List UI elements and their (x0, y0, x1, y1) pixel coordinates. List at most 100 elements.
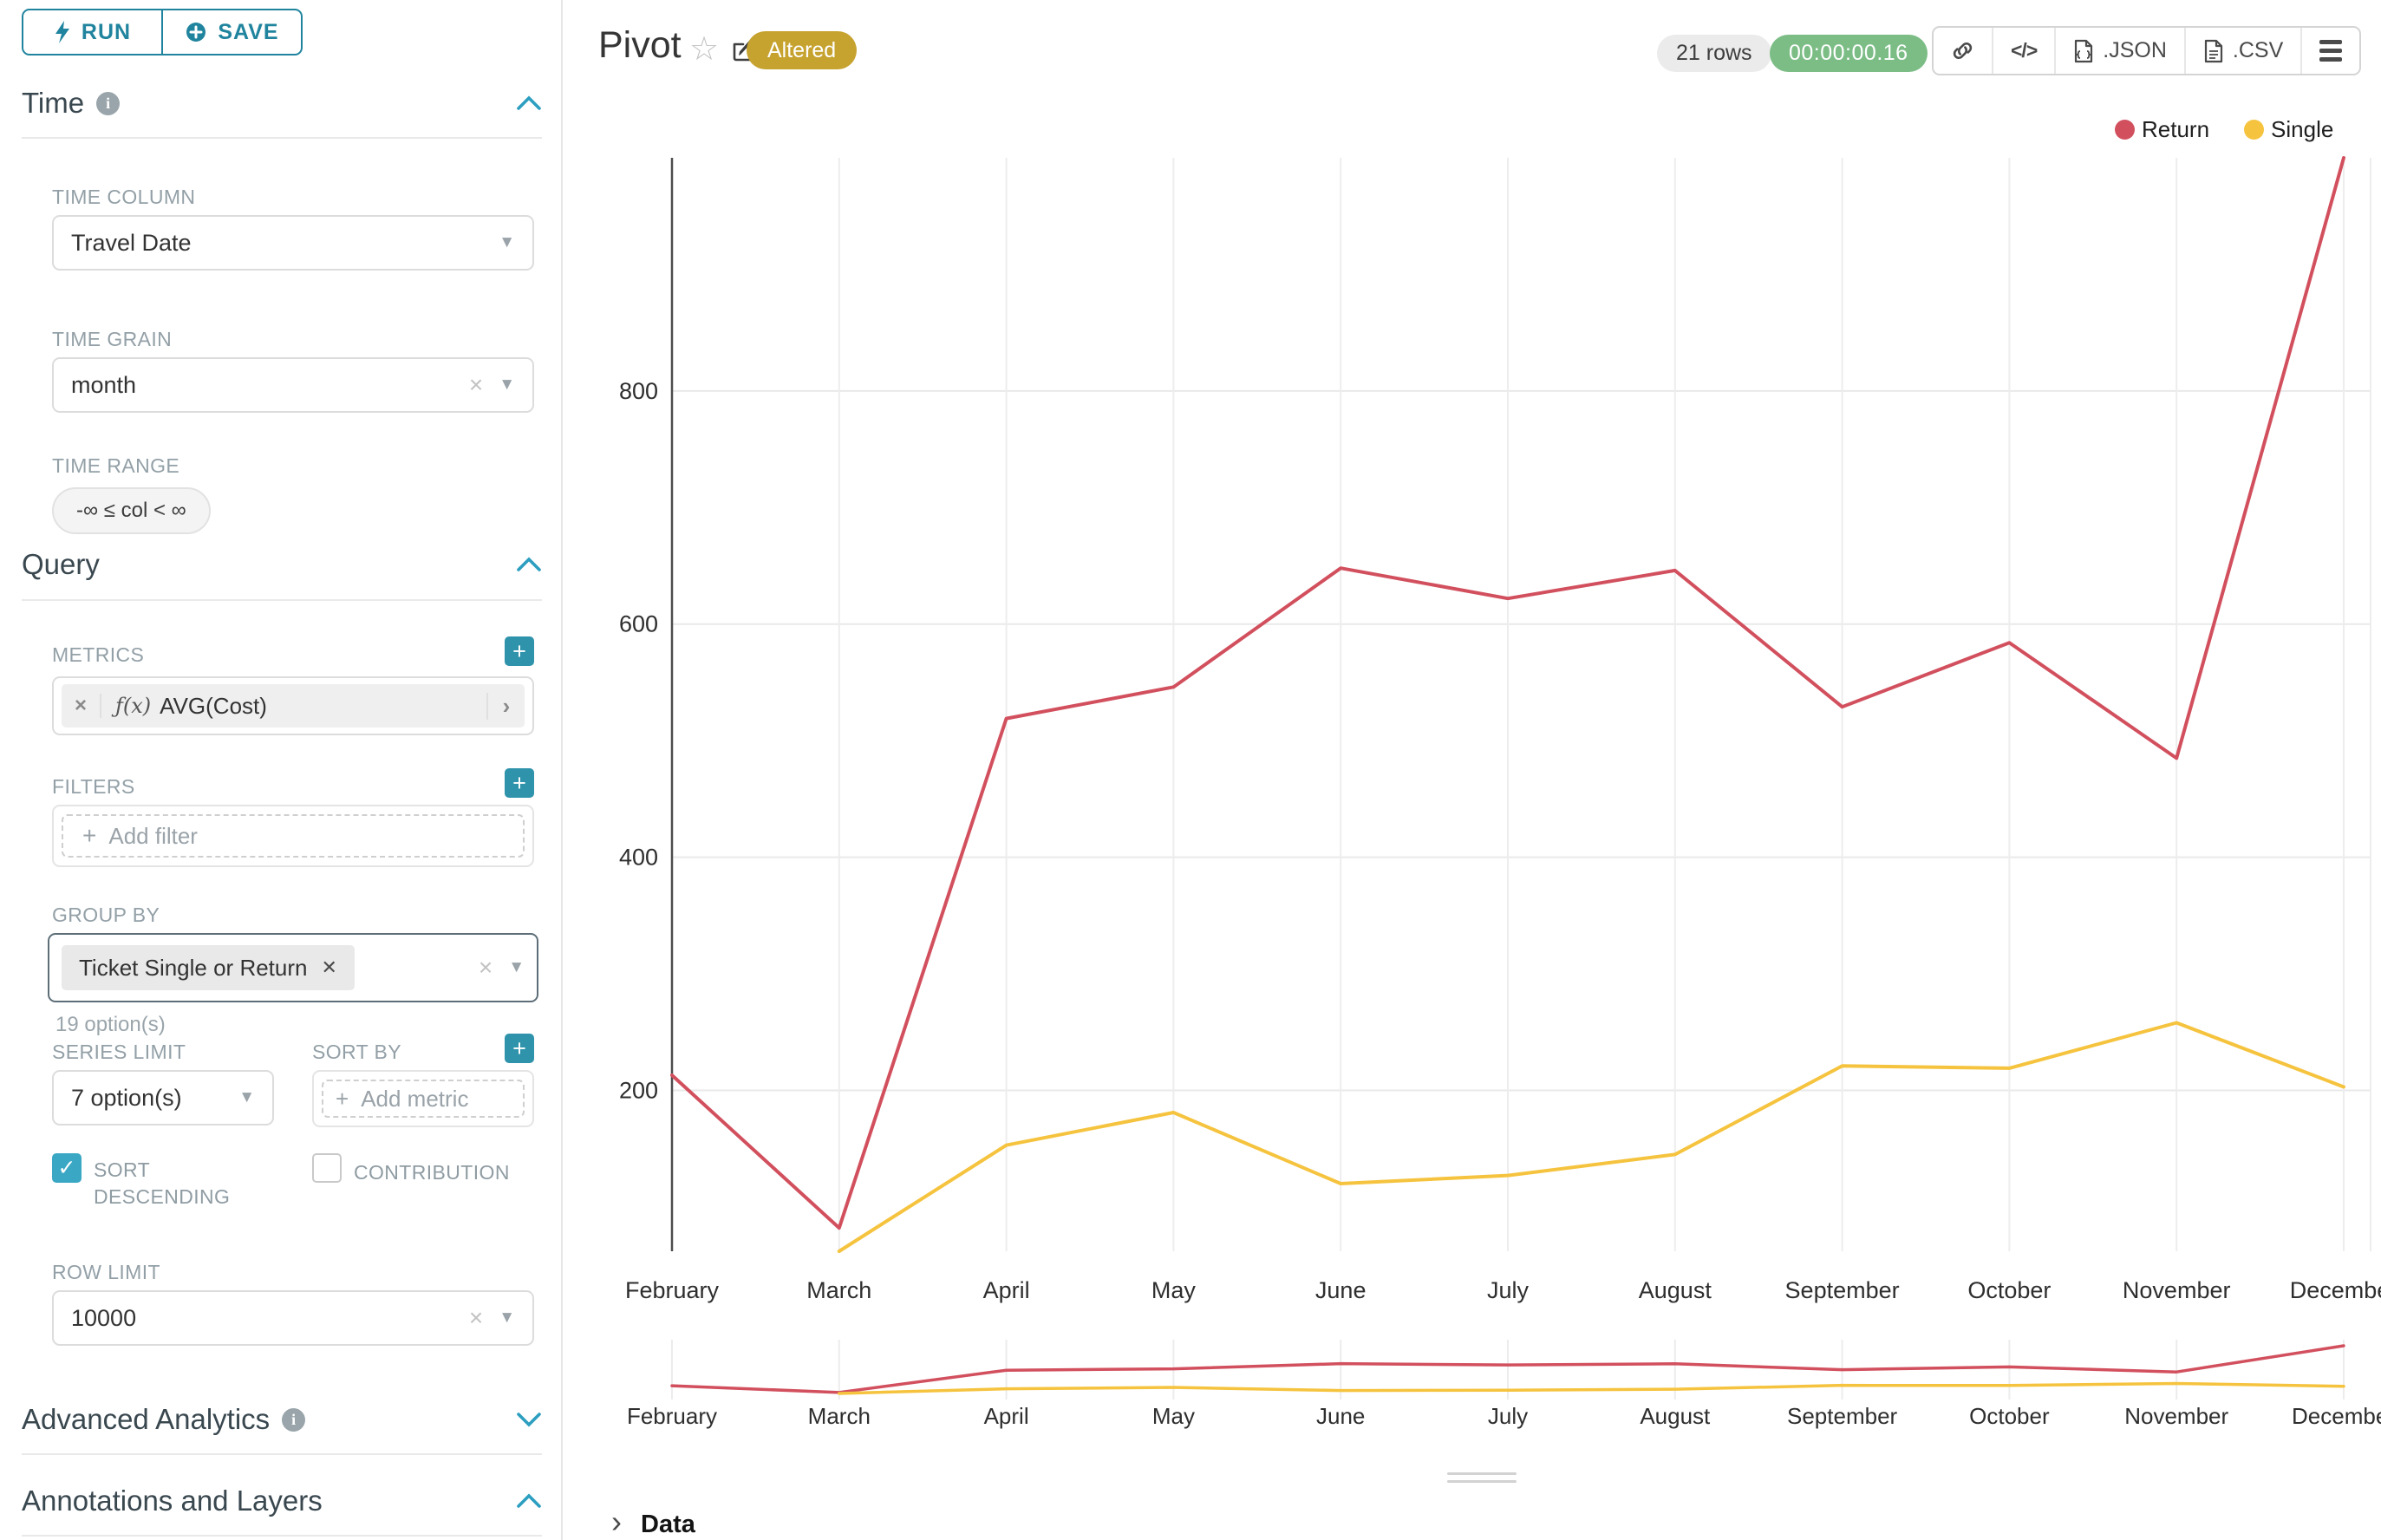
chevron-down-icon: ▼ (499, 375, 515, 394)
x-axis-label: September (1785, 1277, 1900, 1303)
clear-icon[interactable]: × (478, 954, 493, 981)
series-limit-value: 7 option(s) (71, 1084, 182, 1111)
chart-title: Pivot (598, 24, 682, 66)
time-range-value: -∞ ≤ col < ∞ (76, 499, 186, 522)
chart-legend: Return Single (2115, 116, 2333, 143)
x-axis-label: November (2123, 1277, 2231, 1303)
copy-link-button[interactable] (1934, 28, 1992, 74)
x-axis-label: April (983, 1277, 1030, 1303)
time-column-select[interactable]: Travel Date ▼ (52, 215, 534, 271)
contribution-checkbox[interactable] (312, 1153, 342, 1183)
file-csv-icon (2204, 39, 2222, 62)
query-section-header[interactable]: Query (22, 548, 542, 581)
chevron-up-icon[interactable] (516, 557, 542, 572)
section-divider (22, 1453, 542, 1455)
legend-item-return[interactable]: Return (2115, 116, 2209, 143)
plus-icon: + (336, 1085, 349, 1112)
info-icon[interactable]: i (282, 1407, 306, 1432)
chevron-down-icon[interactable] (516, 1412, 542, 1427)
export-csv-button[interactable]: .CSV (2183, 28, 2300, 74)
embed-code-button[interactable]: </> (1992, 28, 2054, 74)
time-section-header[interactable]: Time i (22, 87, 542, 120)
time-grain-select[interactable]: month × ▼ (52, 357, 534, 413)
run-button[interactable]: RUN (23, 10, 161, 54)
mini-x-axis-label: August (1640, 1403, 1711, 1429)
row-limit-select[interactable]: 10000 × ▼ (52, 1290, 534, 1346)
x-axis-label: August (1639, 1277, 1712, 1303)
y-tick-label: 800 (619, 378, 658, 404)
time-range-pill[interactable]: -∞ ≤ col < ∞ (52, 487, 211, 534)
filters-label: FILTERS (52, 775, 135, 798)
group-by-chip[interactable]: Ticket Single or Return ✕ (62, 945, 355, 990)
metric-value: AVG(Cost) (160, 692, 267, 719)
mini-series-line-single (838, 1381, 2345, 1395)
add-filter-button[interactable]: + (505, 768, 534, 798)
legend-dot-single (2244, 120, 2265, 140)
mini-x-axis-label: September (1787, 1403, 1898, 1429)
x-axis-label: May (1151, 1277, 1197, 1303)
time-column-value: Travel Date (71, 229, 192, 256)
add-sort-metric-button[interactable]: + (505, 1034, 534, 1063)
info-icon[interactable]: i (96, 91, 121, 115)
x-axis-label: December (2290, 1277, 2381, 1303)
line-chart[interactable]: 200 400 600 800 February March April May June Jul… (564, 0, 2381, 1540)
mini-x-axis-label: November (2124, 1403, 2228, 1429)
metric-chip[interactable]: × ƒ(x) AVG(Cost) › (62, 684, 525, 728)
x-axis-label: February (625, 1277, 720, 1303)
series-line-return (670, 156, 2345, 1230)
time-section-title: Time (22, 87, 85, 119)
row-count-pill: 21 rows (1657, 35, 1771, 72)
chevron-right-icon[interactable]: › (486, 692, 525, 720)
metrics-label: METRICS (52, 643, 145, 666)
clear-icon[interactable]: × (468, 371, 484, 398)
time-column-label: TIME COLUMN (52, 186, 196, 208)
mini-x-axis-label: December (2292, 1403, 2381, 1429)
legend-label-return: Return (2142, 116, 2210, 142)
link-icon (1953, 42, 1973, 60)
time-range-label: TIME RANGE (52, 454, 180, 477)
section-divider (22, 1535, 542, 1537)
x-axis-label: June (1315, 1277, 1367, 1303)
group-by-select[interactable]: Ticket Single or Return ✕ × ▼ (48, 933, 538, 1002)
legend-item-single[interactable]: Single (2244, 116, 2333, 143)
file-json-icon (2075, 39, 2093, 62)
chevron-up-icon[interactable] (516, 95, 542, 111)
add-filter-dropzone[interactable]: + Add filter (62, 814, 525, 858)
mini-x-axis-label: June (1316, 1403, 1365, 1429)
chevron-down-icon: ▼ (499, 1308, 515, 1327)
chevron-down-icon: ▼ (499, 233, 515, 251)
annotations-header[interactable]: Annotations and Layers (22, 1485, 542, 1517)
query-section-title: Query (22, 548, 100, 580)
add-metric-button[interactable]: + (505, 636, 534, 666)
series-limit-select[interactable]: 7 option(s) ▼ (52, 1070, 274, 1126)
altered-badge[interactable]: Altered (747, 31, 858, 69)
section-divider (22, 137, 542, 139)
y-tick-label: 200 (619, 1077, 658, 1103)
remove-chip-icon[interactable]: ✕ (321, 956, 337, 978)
data-panel-toggle[interactable]: › Data (611, 1504, 695, 1540)
chevron-down-icon: ▼ (238, 1088, 255, 1106)
lightning-icon (55, 21, 69, 43)
plus-circle-icon (186, 23, 206, 42)
group-by-helper: 19 option(s) (55, 1013, 166, 1036)
remove-metric-icon[interactable]: × (62, 694, 101, 718)
y-tick-label: 600 (619, 611, 658, 637)
save-button[interactable]: SAVE (161, 10, 301, 54)
advanced-analytics-header[interactable]: Advanced Analytics i (22, 1403, 542, 1436)
export-toolbar: </> .JSON .CSV (1932, 26, 2362, 75)
sort-by-label: SORT BY (312, 1041, 401, 1063)
clear-icon[interactable]: × (468, 1304, 484, 1331)
mini-x-axis-label: April (984, 1403, 1029, 1429)
sort-by-control: + Add metric (312, 1070, 534, 1127)
pane-drag-handle[interactable] (1447, 1472, 1517, 1483)
advanced-analytics-title: Advanced Analytics (22, 1403, 271, 1435)
mini-x-axis-label: March (808, 1403, 871, 1429)
chart-panel: Pivot ☆ Altered 21 rows 00:00:00.16 </> … (564, 0, 2381, 1540)
chevron-up-icon[interactable] (516, 1493, 542, 1509)
export-json-button[interactable]: .JSON (2054, 28, 2184, 74)
favorite-star-icon[interactable]: ☆ (689, 31, 720, 68)
chart-menu-button[interactable] (2300, 28, 2359, 74)
chevron-right-icon: › (611, 1504, 622, 1539)
sort-descending-checkbox[interactable]: ✓ (52, 1153, 82, 1183)
add-sort-metric-dropzone[interactable]: + Add metric (322, 1080, 525, 1118)
